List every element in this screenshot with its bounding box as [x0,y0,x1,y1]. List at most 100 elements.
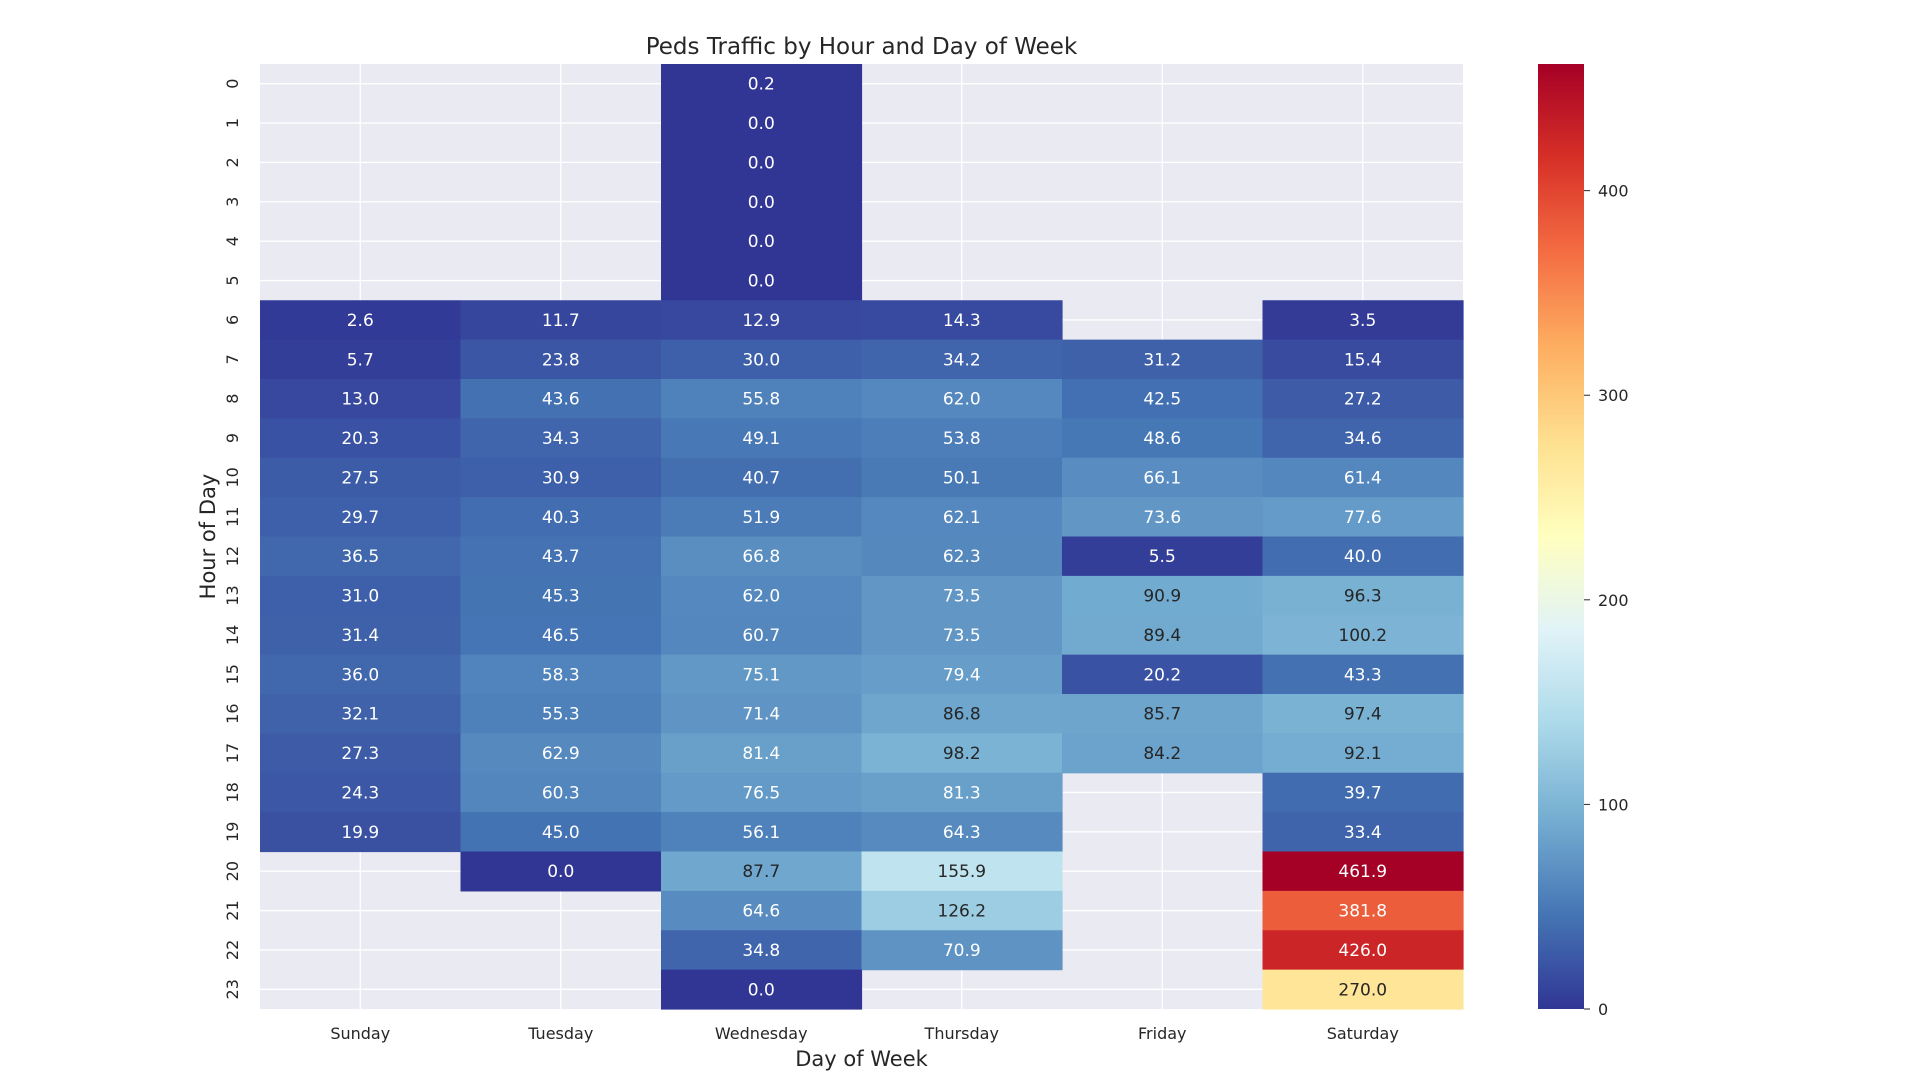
cell-value-label: 155.9 [937,862,986,882]
heatmap-cell [861,851,1063,892]
cell-value-label: 3.5 [1349,311,1376,331]
heatmap-cell [661,812,863,853]
cell-value-label: 66.1 [1143,468,1181,488]
cell-value-label: 5.5 [1149,547,1176,567]
heatmap-cell [1062,694,1264,734]
heatmap-cell [1262,300,1464,341]
cell-value-label: 77.6 [1344,508,1382,528]
heatmap-cell [661,260,863,301]
heatmap-cell [661,64,863,104]
colorbar-tick-label: 200 [1598,591,1629,610]
cell-value-label: 0.0 [748,193,775,213]
heatmap-cell [661,654,863,695]
cell-value-label: 2.6 [347,311,374,331]
heatmap-cell [1062,536,1264,577]
cell-value-label: 20.2 [1143,665,1181,685]
cell-value-label: 46.5 [542,626,580,646]
heatmap-cell [661,575,863,616]
heatmap-cell [861,418,1063,459]
heatmap-cell [861,615,1063,656]
cell-value-label: 92.1 [1344,744,1382,764]
cell-value-label: 11.7 [542,311,580,331]
y-tick-label: 12 [223,546,242,566]
heatmap-cell [1262,575,1464,616]
heatmap-cell [661,930,863,971]
cell-value-label: 43.6 [542,390,580,410]
cell-value-label: 75.1 [742,665,780,685]
y-tick-label: 4 [223,236,242,246]
heatmap-cell [460,654,662,695]
cell-value-label: 27.2 [1344,390,1382,410]
cell-value-label: 381.8 [1338,902,1387,922]
cell-value-label: 100.2 [1338,626,1387,646]
heatmap-cells: 0.2 0.0 0.0 0.0 0.0 0.0 2.6 11.7 12.9 14.3 3.5 5.7 2… [260,64,1464,1010]
heatmap-cell [861,930,1063,971]
heatmap-cell [1062,733,1264,774]
heatmap-cell [861,497,1063,538]
heatmap-cell [661,497,863,538]
cell-value-label: 27.5 [341,468,379,488]
cell-value-label: 73.6 [1143,508,1181,528]
x-tick-label: Wednesday [715,1024,808,1043]
y-tick-label: 5 [223,275,242,285]
chart-title: Peds Traffic by Hour and Day of Week [646,34,1078,60]
cell-value-label: 31.0 [341,587,379,607]
heatmap-cell [260,615,462,656]
heatmap-cell [1062,654,1264,695]
colorbar-tick-label: 0 [1598,1000,1608,1019]
heatmap-cell [661,733,863,774]
heatmap-cell [861,694,1063,734]
cell-value-label: 39.7 [1344,783,1382,803]
cell-value-label: 31.4 [341,626,379,646]
heatmap-cell [1262,457,1464,498]
y-tick-label: 0 [223,79,242,89]
heatmap-cell [661,418,863,459]
y-tick-label: 9 [223,433,242,443]
colorbar-tick-label: 300 [1598,386,1629,405]
heatmap-cell [861,772,1063,813]
y-tick-label: 1 [223,118,242,128]
cell-value-label: 13.0 [341,390,379,410]
y-tick-label: 15 [223,664,242,684]
heatmap-cell [260,733,462,774]
cell-value-label: 64.3 [943,823,981,843]
colorbar-tick-label: 400 [1598,182,1629,201]
heatmap-cell [661,182,863,223]
cell-value-label: 24.3 [341,783,379,803]
heatmap-cell [1262,733,1464,774]
heatmap-cell [1262,890,1464,931]
heatmap-cell [260,457,462,498]
heatmap-cell [661,615,863,656]
heatmap-cell [1262,379,1464,419]
heatmap-cell [861,379,1063,419]
heatmap-cell [460,418,662,459]
cell-value-label: 34.3 [542,429,580,449]
heatmap-cell [1262,694,1464,734]
cell-value-label: 34.8 [742,941,780,961]
cell-value-label: 0.0 [748,153,775,173]
y-tick-label: 13 [223,585,242,605]
heatmap-cell [260,694,462,734]
cell-value-label: 461.9 [1338,862,1387,882]
cell-value-label: 31.2 [1143,350,1181,370]
cell-value-label: 86.8 [943,705,981,725]
y-tick-label: 2 [223,157,242,167]
heatmap-cell [1062,615,1264,656]
cell-value-label: 30.0 [742,350,780,370]
y-tick-label: 7 [223,354,242,364]
cell-value-label: 53.8 [943,429,981,449]
heatmap-cell [661,103,863,144]
heatmap-cell [661,221,863,262]
cell-value-label: 55.8 [742,390,780,410]
heatmap-cell [661,379,863,419]
cell-value-label: 62.0 [943,390,981,410]
heatmap-cell [1062,575,1264,616]
y-tick-label: 21 [223,900,242,920]
heatmap-cell [260,536,462,577]
cell-value-label: 73.5 [943,587,981,607]
heatmap-cell [1262,930,1464,971]
cell-value-label: 20.3 [341,429,379,449]
heatmap-cell [460,339,662,380]
cell-value-label: 30.9 [542,468,580,488]
